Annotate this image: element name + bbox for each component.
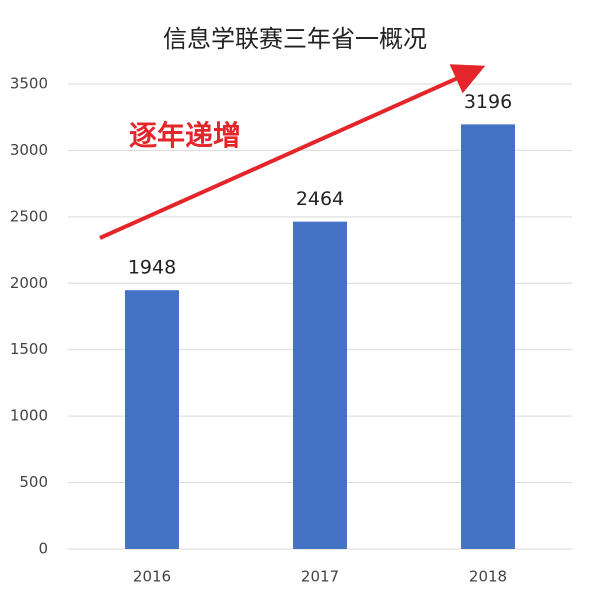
- annotation: 逐年递增: [129, 119, 241, 152]
- y-tick-label: 3000: [10, 141, 48, 159]
- chart-title: 信息学联赛三年省一概况: [163, 25, 427, 53]
- x-tick-label: 2016: [133, 568, 171, 586]
- y-tick-label: 500: [19, 473, 48, 491]
- data-label: 2464: [296, 188, 344, 210]
- trend-arrow: [99, 64, 486, 240]
- y-tick-label: 0: [38, 540, 48, 558]
- y-tick-label: 2500: [10, 207, 48, 225]
- bar: [125, 290, 179, 549]
- bar: [461, 124, 515, 549]
- data-label: 3196: [464, 91, 512, 113]
- y-tick-label: 2000: [10, 274, 48, 292]
- data-label: 1948: [128, 257, 176, 279]
- y-tick-label: 1500: [10, 340, 48, 358]
- x-tick-label: 2018: [469, 568, 507, 586]
- y-tick-label: 1000: [10, 407, 48, 425]
- x-tick-label: 2017: [301, 568, 339, 586]
- bar: [293, 221, 347, 549]
- y-tick-label: 3500: [10, 75, 48, 93]
